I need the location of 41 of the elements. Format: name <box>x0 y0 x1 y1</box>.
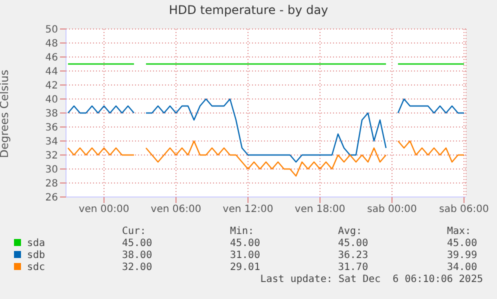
x-tick-label: ven 06:00 <box>150 204 202 216</box>
y-tick-label: 32 <box>45 150 58 162</box>
y-tick-label: 38 <box>45 108 58 120</box>
y-tick-label: 28 <box>45 178 58 190</box>
text: Max: <box>447 226 472 237</box>
text: 45.00 <box>338 238 368 249</box>
legend-label: sdc <box>27 262 46 273</box>
y-tick-label: 46 <box>45 52 58 64</box>
text: 39.99 <box>447 250 478 261</box>
text: 38.00 <box>122 250 152 261</box>
text: 31.70 <box>338 262 368 273</box>
text: Cur: <box>122 226 146 237</box>
legend-label: sdb <box>27 250 46 261</box>
y-tick-label: 30 <box>45 164 58 176</box>
y-tick-label: 36 <box>45 122 58 134</box>
text: 29.01 <box>230 262 260 273</box>
text: 34.00 <box>447 262 478 273</box>
text: 45.00 <box>122 238 152 249</box>
text: 45.00 <box>230 238 260 249</box>
y-tick-label: 42 <box>45 80 58 92</box>
legend-label: sda <box>27 238 46 249</box>
x-tick-label: sab 00:00 <box>367 204 417 216</box>
text: Avg: <box>338 226 362 237</box>
text: Min: <box>230 226 254 237</box>
text: 32.00 <box>122 262 152 273</box>
chart-title: HDD temperature - by day <box>168 3 330 17</box>
y-tick-label: 40 <box>45 94 58 106</box>
y-tick-label: 26 <box>45 192 58 204</box>
text: Last update: Sat Dec 6 06:10:06 2025 <box>260 274 483 285</box>
text: 36.23 <box>338 250 368 261</box>
y-tick-label: 48 <box>45 38 58 50</box>
y-tick-label: 44 <box>45 66 58 78</box>
x-tick-label: ven 18:00 <box>294 204 346 216</box>
y-tick-label: 50 <box>45 24 58 36</box>
text: 31.00 <box>230 250 260 261</box>
x-tick-label: ven 12:00 <box>222 204 274 216</box>
text: 45.00 <box>447 238 478 249</box>
x-tick-label: sab 06:00 <box>439 204 489 216</box>
y-tick-label: 34 <box>45 136 58 148</box>
x-tick-label: ven 00:00 <box>78 204 130 216</box>
y-axis-title: Degrees Celsius <box>0 69 11 158</box>
